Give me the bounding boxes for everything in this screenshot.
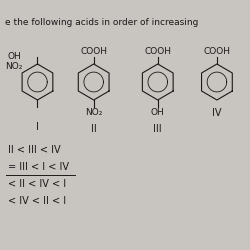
Text: e the following acids in order of increasing: e the following acids in order of increa… bbox=[5, 18, 198, 27]
Text: OH: OH bbox=[151, 108, 165, 117]
Text: COOH: COOH bbox=[80, 47, 107, 56]
Text: I: I bbox=[36, 122, 39, 132]
Text: II: II bbox=[91, 124, 96, 134]
Text: IV: IV bbox=[212, 108, 222, 118]
Text: NO₂: NO₂ bbox=[5, 62, 22, 71]
Text: = III < I < IV: = III < I < IV bbox=[8, 162, 69, 172]
Text: < II < IV < I: < II < IV < I bbox=[8, 179, 66, 189]
Text: III: III bbox=[154, 124, 162, 134]
Text: < IV < II < I: < IV < II < I bbox=[8, 196, 66, 206]
Text: COOH: COOH bbox=[204, 47, 231, 56]
Text: II < III < IV: II < III < IV bbox=[8, 145, 60, 155]
Text: OH: OH bbox=[8, 52, 22, 61]
Text: NO₂: NO₂ bbox=[85, 108, 102, 117]
Text: COOH: COOH bbox=[144, 47, 171, 56]
